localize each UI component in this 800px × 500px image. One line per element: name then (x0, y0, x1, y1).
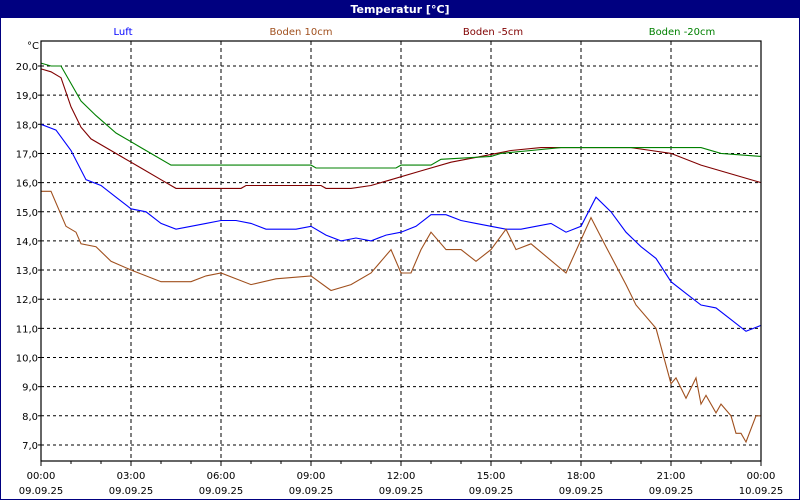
x-tick-time: 06:00 (207, 471, 236, 482)
y-tick-label: 20,0 (16, 62, 38, 73)
x-tick-time: 15:00 (477, 471, 506, 482)
x-tick-date: 09.09.25 (19, 486, 64, 497)
y-tick-label: 16,0 (16, 179, 38, 190)
series-line-boden-10cm (41, 190, 761, 444)
x-tick-time: 00:00 (27, 471, 56, 482)
x-tick-date: 09.09.25 (379, 486, 424, 497)
legend-entry: Boden -20cm (649, 27, 716, 38)
x-tick-time: 12:00 (387, 471, 416, 482)
series-line-luft (40, 123, 762, 332)
x-tick-time: 21:00 (657, 471, 686, 482)
x-tick-date: 10.09.25 (739, 486, 784, 497)
y-tick-label: 17,0 (16, 149, 38, 160)
series-line-boden-20cm (40, 62, 762, 169)
y-tick-label: 13,0 (16, 266, 38, 277)
x-tick-time: 00:00 (747, 471, 776, 482)
x-tick-date: 09.09.25 (289, 486, 334, 497)
y-tick-label: 7,0 (22, 441, 38, 452)
y-tick-label: 12,0 (16, 295, 38, 306)
y-tick-label: 18,0 (16, 120, 38, 131)
chart-title: Temperatur [°C] (1, 1, 799, 18)
y-tick-label: 8,0 (22, 412, 38, 423)
x-tick-date: 09.09.25 (559, 486, 604, 497)
x-tick-date: 09.09.25 (469, 486, 514, 497)
y-tick-label: 9,0 (22, 383, 38, 394)
x-tick-date: 09.09.25 (649, 486, 694, 497)
x-tick-time: 03:00 (117, 471, 146, 482)
y-tick-label: 11,0 (16, 324, 38, 335)
legend-entry: Luft (114, 27, 133, 38)
y-axis-unit: °C (27, 41, 39, 52)
plot-frame (40, 40, 762, 462)
x-tick-date: 09.09.25 (199, 486, 244, 497)
series-line-boden-5cm (40, 68, 762, 189)
legend-entry: Boden 10cm (270, 27, 333, 38)
x-tick-time: 09:00 (297, 471, 326, 482)
y-tick-label: 19,0 (16, 91, 38, 102)
x-tick-date: 09.09.25 (109, 486, 154, 497)
y-tick-label: 14,0 (16, 237, 38, 248)
legend-entry: Boden -5cm (463, 27, 523, 38)
y-tick-label: 10,0 (16, 354, 38, 365)
x-tick-time: 18:00 (567, 471, 596, 482)
y-tick-label: 15,0 (16, 208, 38, 219)
